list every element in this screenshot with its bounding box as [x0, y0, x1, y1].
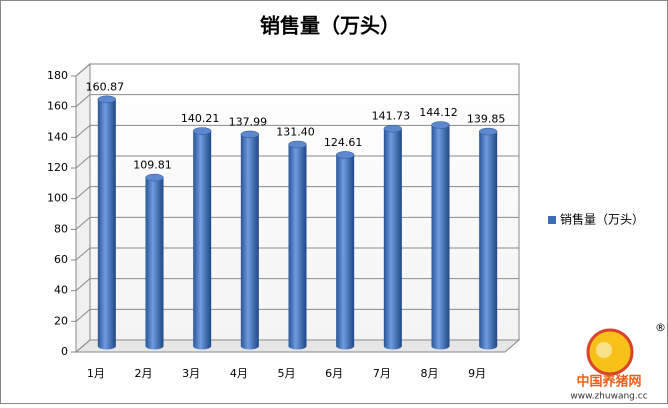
legend-swatch: [548, 216, 556, 224]
watermark-logo: [596, 342, 612, 358]
bar-top: [383, 124, 403, 133]
x-tick-label: 2月: [135, 367, 153, 380]
x-tick-label: 4月: [230, 367, 248, 380]
bar: [383, 124, 403, 350]
bar-body: [193, 131, 212, 350]
x-tick-label: 5月: [278, 367, 296, 380]
x-tick-label: 3月: [182, 367, 200, 380]
grid-line: [75, 186, 519, 200]
side-wall: [75, 62, 91, 354]
bar-body: [288, 144, 307, 350]
bar-top: [478, 127, 498, 136]
value-label: 144.12: [419, 106, 458, 119]
value-label: 137.99: [229, 115, 268, 128]
value-label: 131.40: [276, 126, 315, 139]
y-tick-label: 100: [47, 192, 68, 205]
grid-line: [75, 339, 519, 353]
watermark-url: www.zhuwang.cc: [570, 392, 647, 402]
bar: [478, 127, 498, 350]
bar-body: [336, 154, 355, 350]
grid-line: [75, 308, 519, 322]
bar: [288, 140, 307, 350]
bar-top: [288, 140, 307, 149]
bar-top: [431, 121, 450, 129]
value-label: 124.61: [324, 136, 363, 149]
grid-line: [75, 94, 519, 108]
x-tick-label: 6月: [325, 367, 343, 380]
bar-top: [145, 173, 164, 182]
watermark-mark: ®: [655, 321, 666, 334]
bar-top: [335, 151, 355, 159]
bar: [240, 130, 260, 350]
grid-line: [75, 216, 519, 230]
value-label: 141.73: [372, 110, 411, 123]
bar-body: [383, 128, 402, 350]
y-tick-label: 80: [54, 222, 68, 235]
watermark-name: 中国养猪网: [576, 374, 641, 390]
y-tick-label: 40: [54, 284, 68, 297]
bar: [192, 127, 212, 350]
bar-top: [97, 95, 117, 104]
bar: [97, 95, 117, 350]
grid-line: [75, 247, 519, 261]
bar-body: [479, 131, 498, 350]
legend-label: 销售量（万头）: [560, 212, 644, 227]
y-tick-label: 160: [47, 100, 68, 113]
bar-body: [145, 177, 164, 350]
bar-body: [431, 125, 450, 350]
y-tick-label: 60: [54, 253, 68, 266]
bar-body: [240, 134, 259, 350]
grid-line: [75, 278, 519, 292]
value-label: 109.81: [133, 159, 172, 172]
bar: [431, 121, 450, 350]
y-tick-label: 180: [47, 69, 68, 82]
watermark: ® 中国养猪网 www.zhuwang.cc: [570, 321, 666, 402]
y-tick-label: 120: [47, 161, 68, 174]
bar-body: [97, 99, 116, 350]
bar: [145, 173, 164, 350]
value-label: 140.21: [181, 112, 220, 125]
x-tick-label: 7月: [373, 367, 391, 380]
y-tick-label: 0: [61, 345, 68, 358]
value-label: 160.87: [86, 80, 125, 93]
x-tick-label: 8月: [421, 367, 439, 380]
bar-top: [240, 130, 260, 139]
x-tick-label: 1月: [87, 367, 105, 380]
bar: [335, 151, 355, 350]
grid-line: [75, 63, 519, 77]
y-tick-label: 140: [47, 130, 68, 143]
value-label: 139.85: [467, 113, 506, 126]
bar-top: [192, 127, 212, 135]
chart-title: 销售量（万头）: [260, 14, 400, 38]
grid-line: [75, 155, 519, 169]
grid-line: [75, 124, 519, 138]
y-tick-label: 20: [54, 314, 68, 327]
x-tick-label: 9月: [468, 367, 486, 380]
